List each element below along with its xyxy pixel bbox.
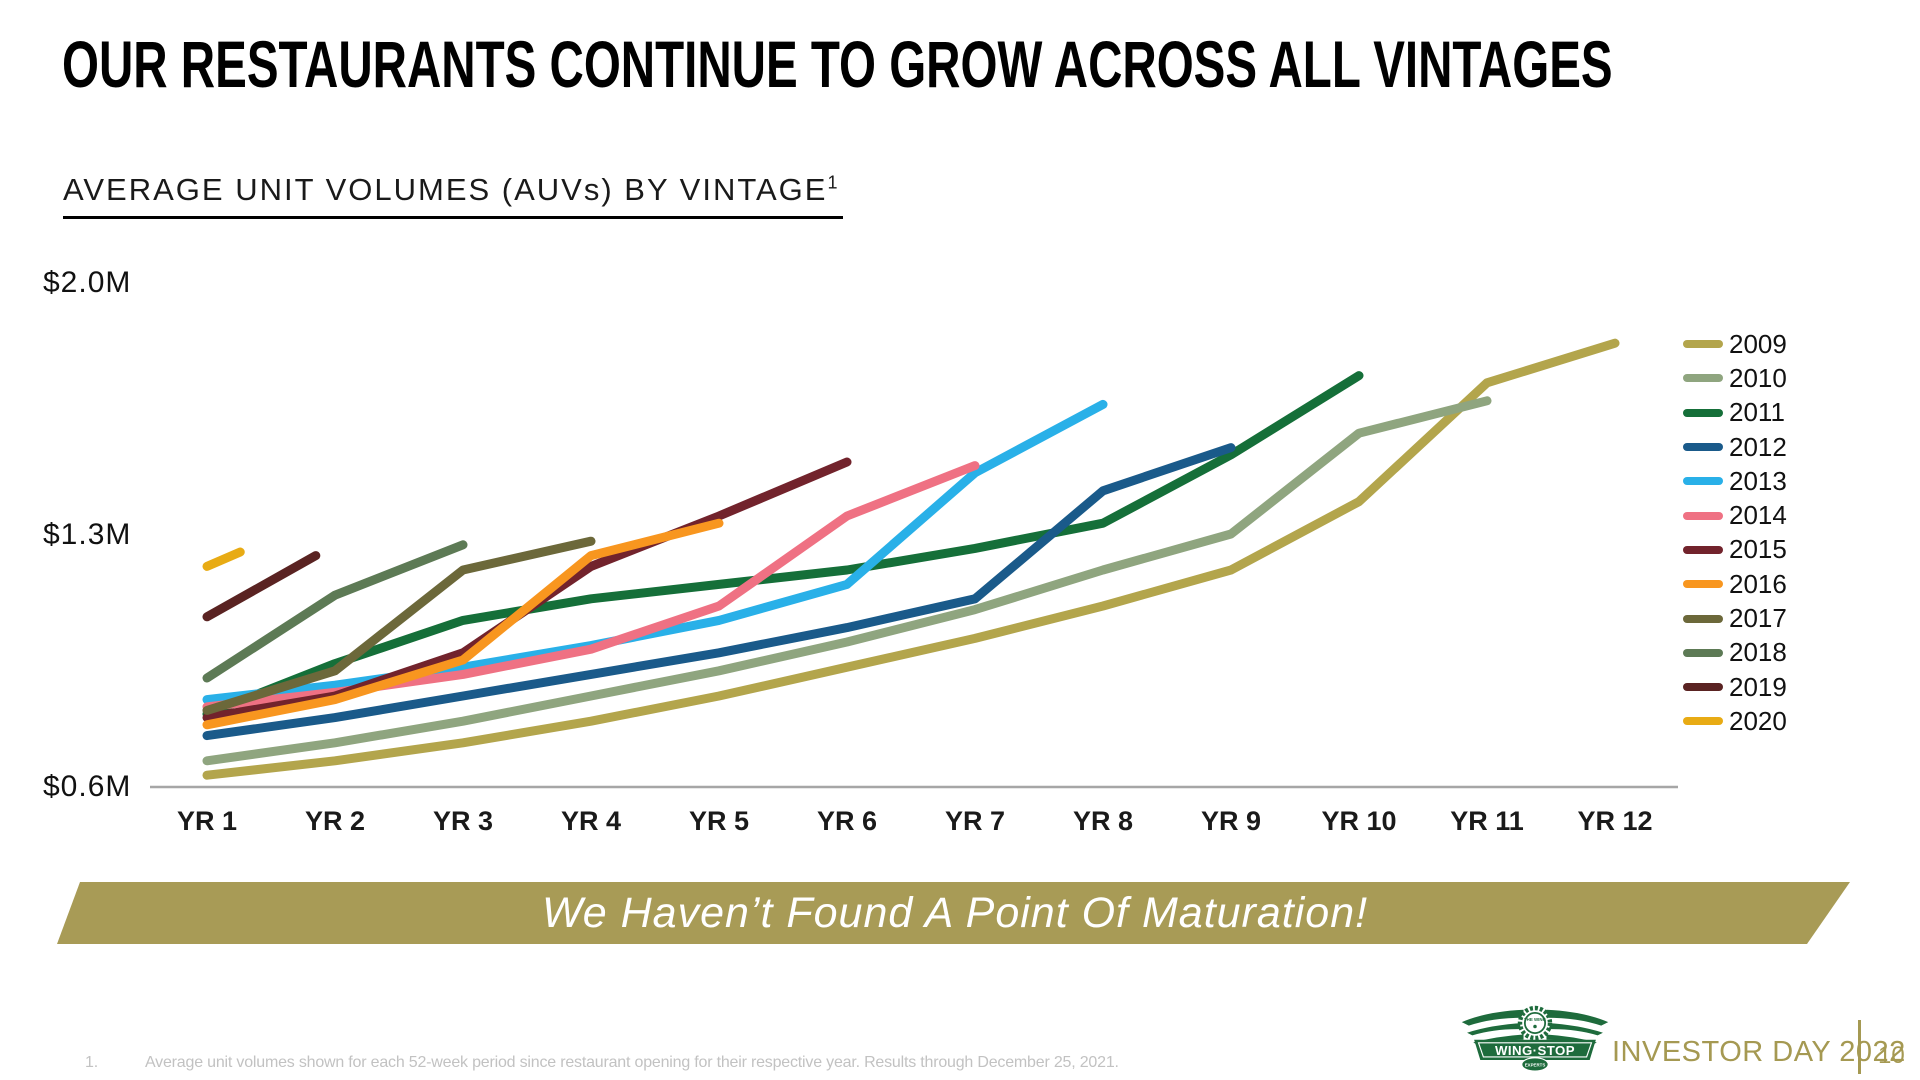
legend-swatch-icon	[1683, 717, 1723, 726]
x-axis-label: YR 6	[816, 806, 878, 836]
logo-bottom-text: EXPERTS	[1525, 1063, 1546, 1068]
x-axis-label: YR 12	[1577, 806, 1653, 836]
investor-day-label: INVESTOR DAY 2022	[1612, 1036, 1906, 1068]
legend-label: 2009	[1729, 328, 1787, 359]
legend-swatch-icon	[1683, 683, 1723, 692]
x-axis-label: YR 9	[1200, 806, 1262, 836]
series-line-2016	[202, 518, 724, 730]
legend-item-2014: 2014	[1683, 498, 1787, 532]
legend-label: 2016	[1729, 568, 1787, 599]
legend-label: 2019	[1729, 671, 1787, 702]
legend-label: 2018	[1729, 637, 1787, 668]
footnote-number: 1.	[85, 1054, 98, 1071]
chart-title: AVERAGE UNIT VOLUMES (AUVs) BY VINTAGE1	[63, 172, 844, 219]
legend-label: 2012	[1729, 431, 1787, 462]
footnote: 1. Average unit volumes shown for each 5…	[85, 1054, 1119, 1072]
x-axis-label: YR 1	[176, 806, 238, 836]
legend-item-2010: 2010	[1683, 361, 1787, 395]
x-axis-label: YR 8	[1072, 806, 1134, 836]
legend-swatch-icon	[1683, 408, 1723, 417]
legend-swatch-icon	[1683, 614, 1723, 623]
footer: THE WING WING·STOP EXPERTS INVESTOR DAY …	[1460, 998, 1920, 1080]
legend-item-2013: 2013	[1683, 464, 1787, 498]
y-axis-label: $1.3M	[43, 518, 132, 551]
x-axis-label: YR 4	[560, 806, 622, 836]
x-axis-label: YR 2	[304, 806, 366, 836]
series-line-2017	[202, 536, 596, 715]
legend-swatch-icon	[1683, 580, 1723, 589]
chart-legend: 2009 2010 2011 2012 2013 2014 2015 2016 2017 2018…	[1683, 327, 1787, 739]
legend-label: 2013	[1729, 465, 1787, 496]
x-axis-label: YR 10	[1321, 806, 1397, 836]
x-axis-label: YR 7	[944, 806, 1006, 836]
legend-swatch-icon	[1683, 545, 1723, 554]
x-axis-label: YR 11	[1450, 806, 1524, 836]
legend-label: 2010	[1729, 362, 1787, 393]
legend-swatch-icon	[1683, 340, 1723, 349]
legend-item-2018: 2018	[1683, 636, 1787, 670]
legend-swatch-icon	[1683, 374, 1723, 383]
series-line-2012	[202, 443, 1236, 741]
series-line-2020	[202, 547, 245, 571]
legend-item-2015: 2015	[1683, 533, 1787, 567]
legend-label: 2014	[1729, 500, 1787, 531]
page-title: OUR RESTAURANTS CONTINUE TO GROW ACROSS …	[62, 27, 1613, 101]
series-line-2010	[202, 396, 1492, 766]
banner-text: We Haven’t Found A Point Of Maturation!	[541, 888, 1369, 937]
legend-item-2019: 2019	[1683, 670, 1787, 704]
chart-title-footnote-ref: 1	[827, 172, 838, 193]
y-axis-label: $0.6M	[43, 770, 132, 803]
legend-item-2017: 2017	[1683, 601, 1787, 635]
legend-swatch-icon	[1683, 511, 1723, 520]
legend-item-2020: 2020	[1683, 704, 1787, 738]
legend-swatch-icon	[1683, 443, 1723, 452]
footnote-text: Average unit volumes shown for each 52-w…	[145, 1054, 1119, 1071]
wingstop-logo: THE WING WING·STOP EXPERTS	[1461, 1005, 1609, 1072]
series-line-2011	[202, 371, 1364, 719]
footer-divider	[1858, 1020, 1861, 1074]
y-axis-label: $2.0M	[43, 266, 132, 299]
legend-item-2012: 2012	[1683, 430, 1787, 464]
legend-label: 2017	[1729, 603, 1787, 634]
series-line-2013	[202, 399, 1108, 705]
maturation-banner: We Haven’t Found A Point Of Maturation!	[57, 882, 1850, 944]
x-axis-label: YR 3	[432, 806, 494, 836]
series-line-2009	[202, 338, 1620, 780]
legend-item-2016: 2016	[1683, 567, 1787, 601]
page-number: 10	[1878, 1042, 1905, 1069]
legend-item-2011: 2011	[1683, 396, 1787, 430]
logo-top-text: THE WING	[1524, 1017, 1547, 1022]
series-line-2018	[202, 540, 468, 683]
series-line-2019	[202, 551, 321, 622]
legend-swatch-icon	[1683, 477, 1723, 486]
legend-swatch-icon	[1683, 648, 1723, 657]
chart-title-text: AVERAGE UNIT VOLUMES (AUVs) BY VINTAGE	[63, 172, 828, 207]
legend-label: 2011	[1729, 397, 1785, 428]
logo-wordmark: WING·STOP	[1495, 1043, 1575, 1058]
legend-label: 2015	[1729, 534, 1787, 565]
legend-label: 2020	[1729, 705, 1787, 736]
x-axis-label: YR 5	[688, 806, 750, 836]
legend-item-2009: 2009	[1683, 327, 1787, 361]
